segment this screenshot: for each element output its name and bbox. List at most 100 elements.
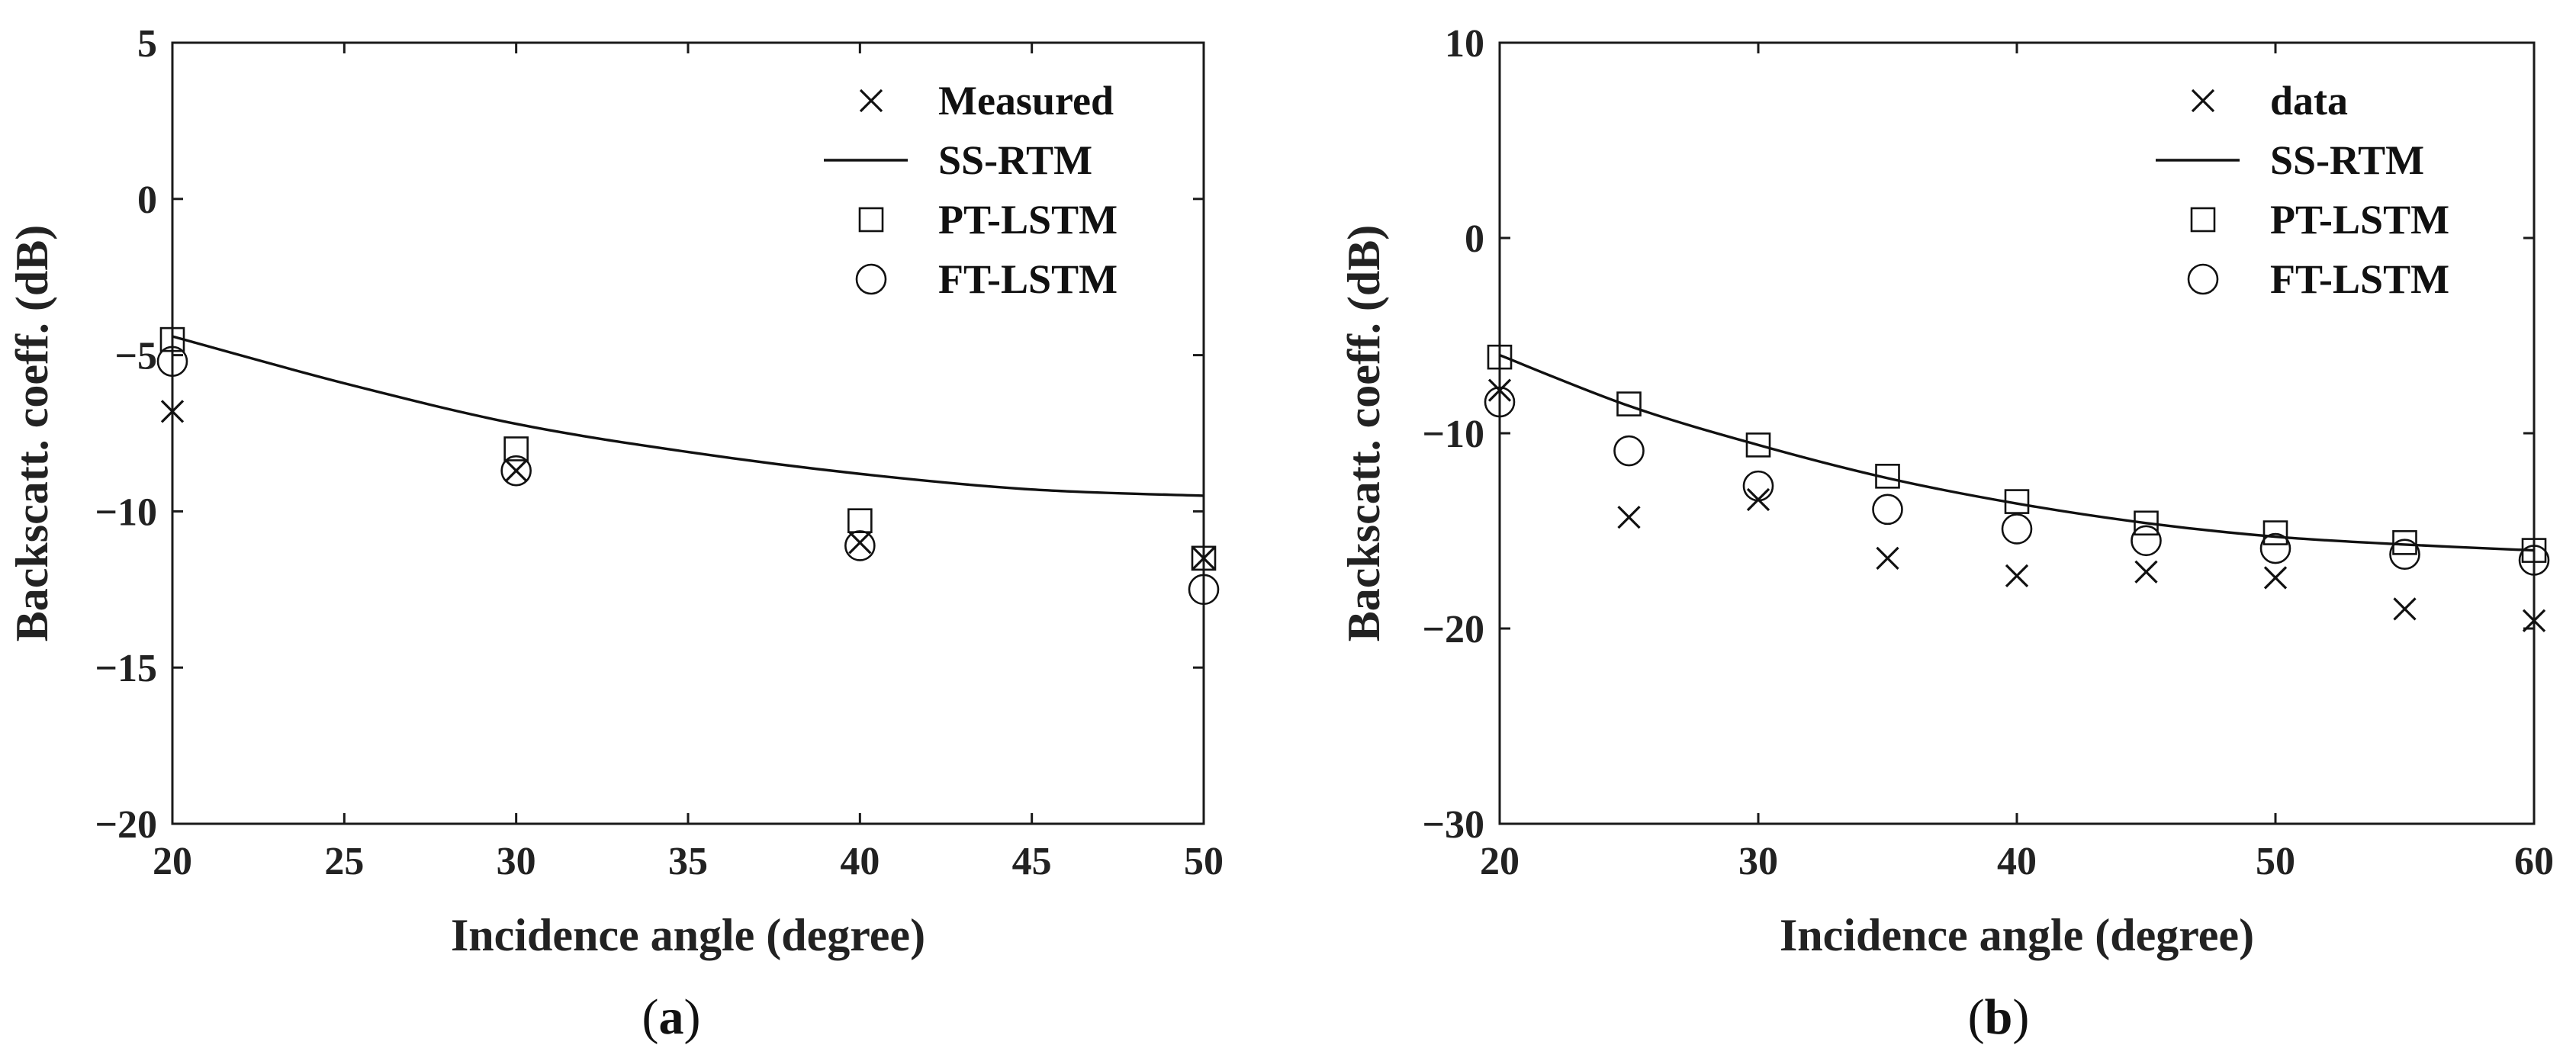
x-tick-label: 50 <box>1184 840 1224 883</box>
x-marker-stroke <box>2263 566 2288 590</box>
square-marker <box>2262 520 2288 545</box>
circle-marker <box>1742 470 1774 502</box>
x-marker <box>2393 597 2417 621</box>
x-marker <box>160 400 185 423</box>
x-marker-stroke <box>1487 378 1512 402</box>
x-tick-label: 35 <box>668 840 708 883</box>
legend-label: SS-RTM <box>2270 137 2424 183</box>
panel-label-letter: b <box>1985 989 2013 1045</box>
y-tick-label: −20 <box>95 803 157 847</box>
legend: Measured SS-RTM PT-LSTM FT-LSTM <box>824 78 1118 302</box>
circle-marker <box>2259 532 2291 564</box>
x-marker <box>1192 546 1216 570</box>
x-marker-stroke <box>2134 560 2158 584</box>
x-marker-stroke <box>1876 546 1899 570</box>
x-marker <box>848 531 872 555</box>
y-tick-label: −20 <box>1422 608 1484 651</box>
y-tick-label: 5 <box>137 22 157 66</box>
legend-label: Measured <box>938 78 1114 124</box>
panel-label-open: ( <box>642 989 659 1045</box>
x-marker-stroke <box>1617 505 1641 529</box>
circle-marker <box>2389 539 2420 571</box>
legend-circle-sample <box>855 263 887 295</box>
series-ss-rtm <box>172 335 1204 497</box>
square-marker <box>1745 432 1771 458</box>
square-marker <box>1875 464 1900 489</box>
series-pt-lstm <box>1487 344 2547 563</box>
legend: data SS-RTM PT-LSTM FT-LSTM <box>2156 78 2449 302</box>
legend-circle-sample <box>2187 263 2219 295</box>
plot-area <box>171 41 1205 825</box>
square-marker <box>1616 391 1642 416</box>
x-marker-stroke <box>2522 609 2546 632</box>
series-ft-lstm <box>156 346 1220 606</box>
legend-item: SS-RTM <box>824 137 1092 183</box>
x-tick-label: 50 <box>2256 840 2295 883</box>
x-marker <box>2522 609 2546 632</box>
x-tick-label: 20 <box>1480 840 1520 883</box>
circle-marker <box>2518 545 2550 576</box>
x-tick-label: 40 <box>1997 840 2037 883</box>
chart-a: 20 25 30 35 40 45 50 −20 −15 −10 −5 0 5 Incidence ang… <box>7 22 1224 1045</box>
y-tick-label: −30 <box>1422 803 1484 847</box>
x-marker-stroke <box>859 88 883 113</box>
x-marker-stroke <box>2005 564 2029 588</box>
x-marker <box>2263 566 2288 590</box>
legend-x-sample <box>2191 88 2215 113</box>
square-marker <box>1487 344 1513 370</box>
x-tick-label: 40 <box>840 840 880 883</box>
y-tick-label: 0 <box>137 178 157 222</box>
circle-marker <box>1872 494 1903 526</box>
x-tick-label: 30 <box>1738 840 1778 883</box>
y-tick-label: 0 <box>1465 217 1484 261</box>
panel-label: (a) <box>642 989 701 1045</box>
ss-rtm-line <box>1499 354 2535 552</box>
panel-label-close: ) <box>684 989 701 1045</box>
circle-marker <box>844 530 876 561</box>
circle-marker <box>2131 525 2162 557</box>
circle-marker <box>1188 574 1220 606</box>
y-axis-title: Backscatt. coeff. (dB) <box>7 225 57 642</box>
x-marker <box>2134 560 2158 584</box>
plot-area <box>1498 41 2536 825</box>
panel-label-open: ( <box>1968 989 1985 1045</box>
x-marker-stroke <box>2393 597 2417 621</box>
legend-item: SS-RTM <box>2156 137 2424 183</box>
square-marker <box>2392 530 2417 555</box>
x-tick-label: 20 <box>153 840 192 883</box>
legend-label: PT-LSTM <box>938 197 1118 243</box>
series-measured <box>160 400 1216 570</box>
x-axis-title: Incidence angle (degree) <box>451 910 925 960</box>
x-marker <box>504 459 528 483</box>
circle-marker <box>500 455 532 487</box>
square-marker <box>2004 489 2030 514</box>
panel-label-letter: a <box>659 989 684 1045</box>
legend-square-sample <box>858 207 884 233</box>
legend-x-sample <box>859 88 883 113</box>
legend-label: PT-LSTM <box>2270 197 2449 243</box>
y-tick-label: −10 <box>1422 413 1484 456</box>
square-marker <box>1191 545 1217 571</box>
circle-marker <box>2001 513 2033 545</box>
series-data <box>1487 378 2546 632</box>
circle-marker <box>1613 435 1645 467</box>
y-tick-label: −5 <box>114 335 157 378</box>
y-tick-label: −15 <box>95 647 157 690</box>
legend-item: FT-LSTM <box>855 256 1118 302</box>
x-marker-stroke <box>160 400 185 423</box>
panel-label: (b) <box>1968 989 2030 1045</box>
ss-rtm-line <box>172 335 1204 497</box>
x-marker <box>2005 564 2029 588</box>
x-marker-stroke <box>848 531 872 555</box>
x-tick-label: 45 <box>1012 840 1052 883</box>
x-tick-label: 30 <box>497 840 536 883</box>
legend-label: SS-RTM <box>938 137 1092 183</box>
x-axis-title: Incidence angle (degree) <box>1780 910 2254 960</box>
x-marker-stroke <box>2191 88 2215 113</box>
x-tick-label: 60 <box>2514 840 2554 883</box>
circle-marker <box>1484 386 1516 418</box>
square-marker <box>159 326 185 352</box>
legend-square-sample <box>2190 207 2216 233</box>
x-marker <box>1617 505 1641 529</box>
